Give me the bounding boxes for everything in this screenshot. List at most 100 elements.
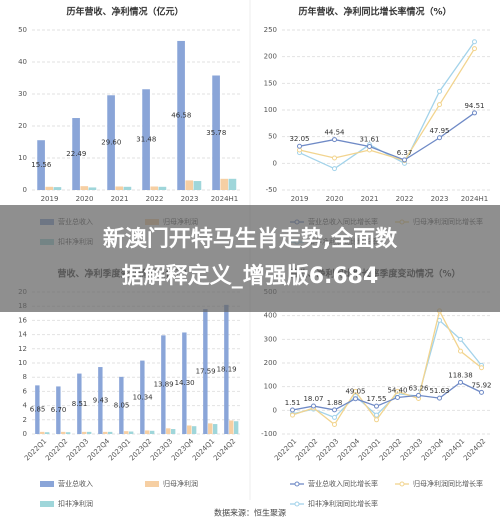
point	[437, 135, 442, 141]
value-label: 6.85	[30, 406, 46, 414]
legend-label: 扣非净利润	[58, 499, 93, 508]
point	[437, 395, 442, 401]
bar	[149, 430, 155, 434]
point	[374, 403, 379, 409]
bar	[123, 186, 132, 190]
bar	[161, 335, 166, 434]
point	[479, 389, 484, 395]
point	[374, 412, 379, 418]
y-tick-label: 6	[23, 387, 28, 395]
x-tick-label: 2022	[146, 195, 164, 203]
bar	[107, 431, 113, 434]
y-tick-label: 0	[23, 186, 27, 194]
bar	[142, 89, 150, 190]
y-tick-label: 10	[18, 154, 27, 162]
value-label: 118.38	[448, 371, 473, 379]
point	[332, 407, 337, 413]
bar	[145, 430, 150, 434]
value-label: 13.89	[154, 381, 174, 389]
chart-title: 历年营收、净利情况（亿元）	[66, 6, 183, 18]
point	[290, 407, 295, 413]
bar	[140, 360, 145, 434]
value-label: 6.70	[51, 406, 67, 414]
value-label: 31.48	[136, 136, 156, 144]
value-label: 94.51	[464, 102, 484, 110]
point	[472, 46, 477, 52]
bar	[185, 180, 194, 190]
point	[332, 155, 337, 161]
value-label: 14.30	[175, 379, 195, 387]
point	[332, 414, 337, 420]
value-label: 54.40	[387, 386, 407, 394]
line	[292, 309, 482, 426]
bar	[182, 332, 187, 434]
bar	[77, 373, 82, 434]
y-tick-label: 14	[18, 331, 27, 339]
bar	[44, 432, 50, 434]
y-tick-label: -100	[261, 430, 277, 438]
legend-swatch	[145, 481, 159, 487]
bar	[224, 304, 229, 434]
value-label: 31.61	[359, 135, 379, 143]
legend-swatch	[294, 501, 300, 507]
bar	[233, 421, 239, 434]
banner-bg	[0, 205, 500, 312]
y-tick-label: 200	[264, 359, 277, 367]
point	[479, 365, 484, 371]
y-tick-label: 50	[18, 26, 27, 34]
bar	[187, 425, 192, 434]
bar	[88, 187, 97, 190]
y-tick-label: 2	[23, 416, 27, 424]
legend-label: 营业总收入同比增长率	[308, 479, 378, 488]
legend-swatch	[40, 501, 54, 507]
legend-swatch	[40, 481, 54, 487]
point	[332, 137, 337, 143]
y-tick-label: -50	[266, 186, 277, 194]
x-tick-label: 2020	[76, 195, 94, 203]
y-tick-label: 100	[264, 383, 277, 391]
bar	[212, 75, 220, 190]
point	[353, 396, 358, 402]
y-tick-label: 12	[18, 345, 27, 353]
bar	[86, 431, 92, 434]
point	[472, 39, 477, 45]
bar	[72, 118, 80, 190]
x-tick-label: 2024H1	[461, 195, 489, 203]
point	[297, 143, 302, 149]
value-label: 18.19	[217, 365, 237, 373]
y-tick-label: 10	[18, 359, 27, 367]
value-label: 6.37	[397, 149, 413, 157]
bar	[65, 432, 71, 434]
point	[290, 412, 295, 418]
bar	[53, 187, 62, 190]
value-label: 44.54	[324, 129, 345, 137]
value-label: 47.95	[429, 127, 449, 135]
point	[374, 417, 379, 423]
y-tick-label: 30	[18, 90, 27, 98]
bar	[170, 429, 176, 434]
x-tick-label: 2019	[291, 195, 309, 203]
point	[416, 392, 421, 398]
legend-swatch	[399, 481, 405, 487]
bar	[166, 428, 171, 434]
point	[353, 388, 358, 394]
bar	[158, 186, 167, 190]
value-label: 8.05	[114, 401, 130, 409]
bar	[203, 309, 208, 434]
y-tick-label: 150	[264, 79, 277, 87]
bar	[56, 386, 61, 434]
value-label: 18.07	[303, 395, 323, 403]
point	[437, 88, 442, 94]
x-tick-label: 2023	[181, 195, 199, 203]
value-label: 17.59	[196, 368, 216, 376]
y-tick-label: 250	[264, 26, 277, 34]
legend-label: 营业总收入	[58, 479, 93, 488]
y-tick-label: 8	[23, 373, 27, 381]
bar	[37, 140, 45, 190]
bar	[124, 431, 129, 434]
line	[292, 381, 482, 411]
point	[332, 166, 337, 172]
x-tick-label: 2024H1	[211, 195, 239, 203]
point	[395, 394, 400, 400]
